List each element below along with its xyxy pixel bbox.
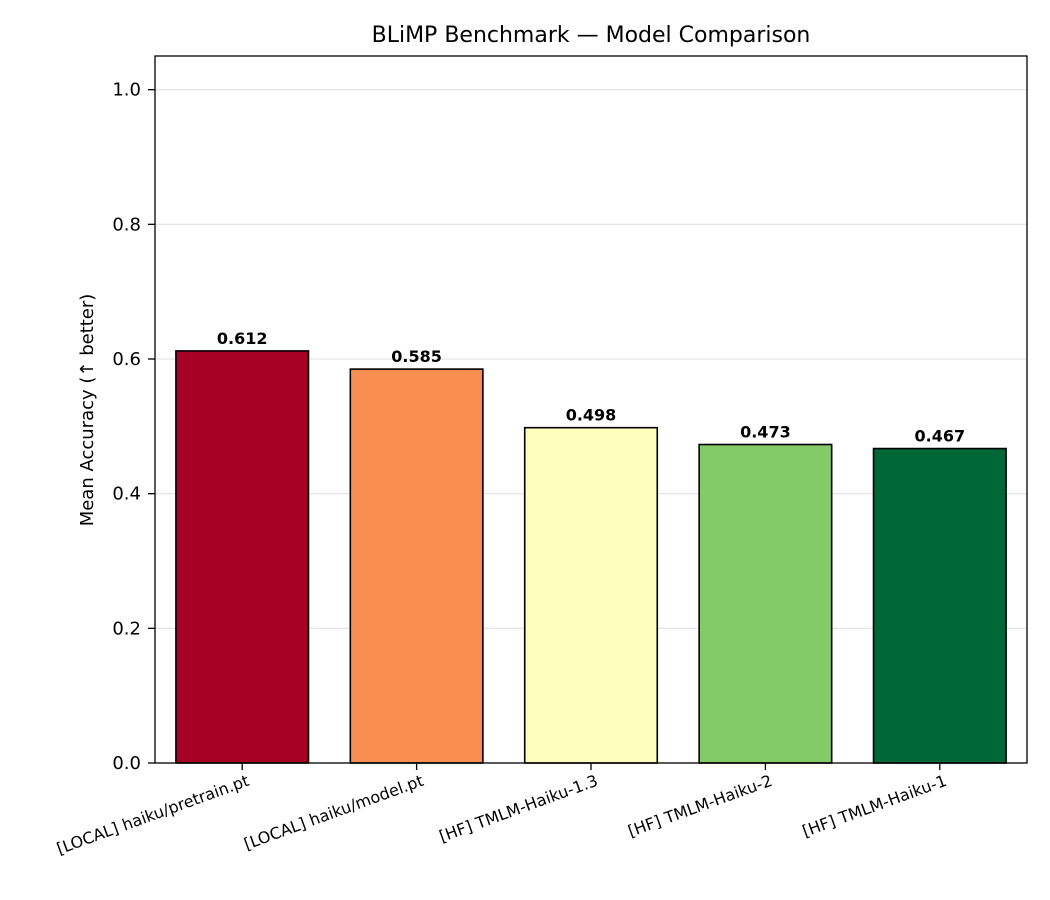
chart-title: BLiMP Benchmark — Model Comparison	[372, 23, 811, 48]
x-tick-label: [HF] TMLM-Haiku-1	[800, 771, 949, 841]
bar	[523, 426, 659, 764]
y-tick-label: 1.0	[112, 80, 141, 101]
value-labels: 0.612 0.585 0.498 0.473 0.467	[217, 329, 965, 446]
y-tick-label: 0.6	[112, 349, 141, 370]
bar-value-label: 0.498	[566, 406, 617, 425]
x-tick-label: [LOCAL] haiku/model.pt	[241, 771, 426, 854]
bar	[872, 447, 1007, 764]
bar-value-label: 0.473	[740, 423, 791, 442]
bar-value-label: 0.585	[391, 347, 442, 366]
x-tick-label: [LOCAL] haiku/pretrain.pt	[54, 771, 251, 858]
y-axis-label: Mean Accuracy (↑ better)	[77, 294, 98, 527]
y-axis-ticks: 0.0 0.2 0.4 0.6 0.8 1.0	[112, 80, 155, 774]
y-tick-label: 0.8	[112, 214, 141, 235]
y-tick-label: 0.4	[112, 484, 141, 505]
x-axis-ticks: [LOCAL] haiku/pretrain.pt[LOCAL] haiku/m…	[54, 763, 949, 858]
bar	[698, 443, 833, 764]
y-tick-label: 0.2	[112, 618, 141, 639]
bar-value-label: 0.612	[217, 329, 268, 348]
bar	[349, 368, 484, 764]
bar-value-label: 0.467	[914, 427, 965, 446]
x-tick-label: [HF] TMLM-Haiku-1.3	[437, 771, 601, 846]
x-tick-label: [HF] TMLM-Haiku-2	[625, 771, 774, 841]
bar	[175, 350, 310, 764]
bars	[175, 350, 1007, 764]
y-tick-label: 0.0	[112, 753, 141, 774]
